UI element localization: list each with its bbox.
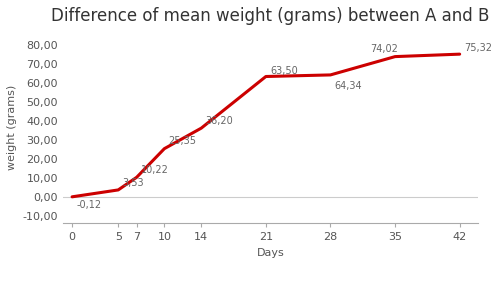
Text: -0,12: -0,12 bbox=[76, 200, 102, 210]
X-axis label: Days: Days bbox=[256, 248, 284, 258]
Text: 74,02: 74,02 bbox=[370, 44, 398, 54]
Text: 75,32: 75,32 bbox=[464, 43, 492, 53]
Difference in mean weight between A and B bbox=[134, 176, 140, 179]
Difference in mean weight between A and B bbox=[69, 195, 75, 198]
Difference in mean weight between A and B bbox=[198, 126, 204, 130]
Title: Difference of mean weight (grams) between A and B: Difference of mean weight (grams) betwee… bbox=[52, 7, 490, 25]
Text: 25,35: 25,35 bbox=[168, 136, 196, 146]
Difference in mean weight between A and B bbox=[162, 147, 168, 150]
Difference in mean weight between A and B bbox=[392, 55, 398, 58]
Text: 64,34: 64,34 bbox=[334, 81, 362, 91]
Text: 3,53: 3,53 bbox=[122, 178, 144, 188]
Difference in mean weight between A and B bbox=[115, 188, 121, 192]
Text: 10,22: 10,22 bbox=[141, 165, 169, 175]
Text: 63,50: 63,50 bbox=[270, 66, 298, 76]
Difference in mean weight between A and B bbox=[328, 73, 334, 77]
Text: 36,20: 36,20 bbox=[206, 116, 233, 126]
Y-axis label: weight (grams): weight (grams) bbox=[7, 85, 17, 170]
Line: Difference in mean weight between A and B: Difference in mean weight between A and … bbox=[72, 54, 460, 197]
Difference in mean weight between A and B bbox=[263, 75, 269, 78]
Difference in mean weight between A and B bbox=[456, 52, 462, 56]
